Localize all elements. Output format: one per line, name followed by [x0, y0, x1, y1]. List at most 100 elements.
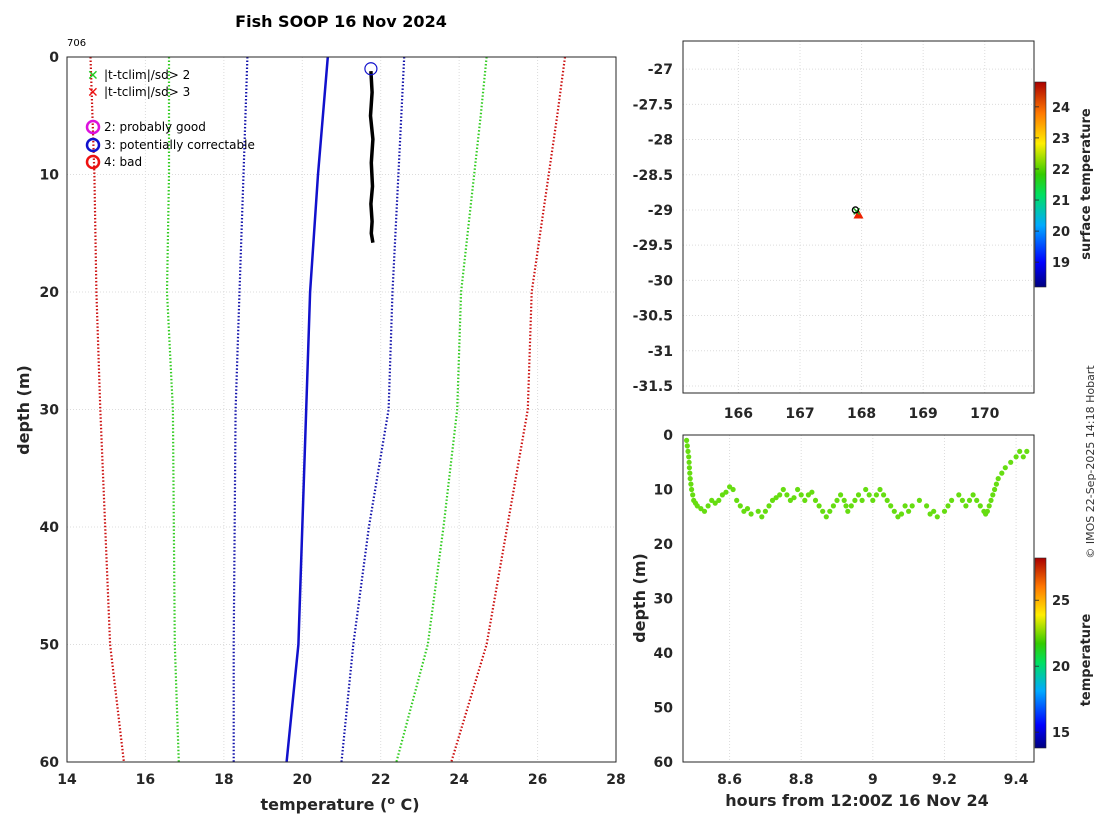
map-colorbar-tick-label: 23	[1052, 132, 1070, 147]
map-y-tick-label: -28	[648, 133, 673, 149]
profile-title: Fish SOOP 16 Nov 2024	[235, 12, 447, 31]
legend-circle-magenta	[85, 119, 101, 135]
timedepth-point	[687, 470, 693, 476]
timedepth-point	[959, 497, 966, 503]
timedepth-point	[686, 465, 693, 471]
timedepth-point	[798, 492, 804, 498]
timedepth-points	[684, 437, 1030, 520]
timedepth-point	[689, 486, 695, 493]
profile-y-tick-label: 40	[40, 520, 60, 536]
profile-y-tick-label: 0	[49, 50, 59, 66]
timedepth-point	[934, 514, 940, 520]
xlabel-part2: C)	[395, 795, 420, 814]
map-y-tick-label: -31.5	[633, 379, 673, 395]
timedepth-point	[927, 511, 933, 517]
map-y-ticks: -27 -27.5 -28 -28.5 -29 -29.5 -30 -30.5 -31 -31.5	[633, 62, 674, 395]
profile-x-tick-label: 28	[606, 772, 625, 788]
profile-line-climatology-mean	[285, 56, 330, 763]
profile-y-axis-label: depth (m)	[14, 365, 33, 455]
profile-x-tick-label: 18	[214, 772, 233, 788]
timedepth-x-tick-label: 9	[868, 772, 878, 788]
temperature-colorbar-label: temperature	[1079, 614, 1094, 707]
timedepth-point	[809, 489, 815, 495]
map-colorbar-tick-label: 21	[1052, 194, 1070, 209]
map-y-tick-label: -29	[648, 203, 673, 219]
timedepth-point	[741, 508, 747, 514]
timedepth-point	[816, 503, 822, 509]
timedepth-point	[744, 506, 751, 512]
profile-y-tick-label: 20	[40, 285, 60, 301]
timedepth-point	[1002, 465, 1008, 471]
timedepth-point	[727, 484, 733, 490]
profile-x-axis-label: temperature (o C)	[260, 794, 419, 814]
profile-x-tick-label: 26	[528, 772, 547, 788]
profile-y-tick-label: 30	[40, 403, 60, 419]
legend-marker-x-red: ✕	[87, 85, 99, 101]
timedepth-point	[1013, 454, 1019, 460]
timedepth-y-tick-label: 0	[663, 428, 673, 444]
timedepth-point	[766, 503, 772, 509]
timedepth-point	[988, 497, 994, 503]
timedepth-point	[780, 486, 786, 493]
timedepth-point	[873, 492, 880, 498]
timedepth-point	[755, 508, 761, 514]
timedepth-point	[759, 514, 765, 520]
timedepth-point	[748, 511, 754, 517]
timedepth-point	[1024, 448, 1030, 454]
profile-y-tick-label: 60	[40, 755, 60, 771]
map-colorbar-tick-label: 22	[1052, 163, 1070, 178]
timedepth-axes-frame	[682, 434, 1035, 763]
timedepth-point	[805, 492, 812, 498]
timedepth-point	[845, 508, 851, 514]
map-axes-frame	[682, 40, 1035, 394]
timedepth-point	[945, 503, 951, 509]
legend-label-3sd: |t-tclim|/sd> 3	[104, 85, 190, 99]
map-x-ticks: 166 167 168 169 170	[724, 406, 1000, 422]
temperature-colorbar-ticks: 15 20 25	[1035, 594, 1070, 741]
timedepth-y-ticks: 0 10 20 30 40 50 60	[654, 428, 674, 771]
map-y-tick-label: -27.5	[633, 97, 673, 113]
map-colorbar-tick-label: 20	[1052, 225, 1070, 240]
timedepth-point	[684, 437, 690, 443]
timedepth-point	[931, 508, 937, 514]
timedepth-point	[705, 503, 711, 509]
timedepth-point	[687, 476, 693, 482]
map-points	[851, 206, 864, 219]
timedepth-point	[924, 503, 930, 509]
timedepth-point	[902, 503, 908, 509]
profile-x-tick-label: 14	[57, 772, 77, 788]
profile-y-tick-label: 10	[40, 168, 60, 184]
legend-label-bad: 4: bad	[104, 155, 142, 169]
timedepth-point	[1017, 448, 1023, 454]
timedepth-point	[881, 492, 887, 498]
timedepth-x-tick-label: 9.2	[932, 772, 957, 788]
map-x-tick-label: 170	[970, 406, 999, 422]
timedepth-point	[898, 511, 905, 517]
imos-credit: © IMOS 22-Sep-2025 14:18 Hobart	[1084, 365, 1097, 559]
profile-x-ticks: 14 16 18 20 22 24 26 28	[57, 772, 625, 788]
profile-line-clim-plus-3sd	[450, 56, 567, 763]
profile-x-tick-label: 20	[293, 772, 313, 788]
timedepth-point	[812, 497, 819, 503]
timedepth-x-ticks: 8.6 8.8 9 9.2 9.4	[717, 772, 1029, 788]
timedepth-point	[916, 497, 923, 503]
timedepth-point	[730, 486, 736, 493]
timedepth-point	[992, 486, 998, 493]
timedepth-point	[970, 492, 976, 498]
timedepth-point	[723, 489, 729, 495]
timedepth-y-tick-label: 10	[654, 483, 674, 499]
profile-axes-frame	[66, 56, 617, 763]
timedepth-point	[684, 443, 690, 449]
timedepth-grid	[729, 435, 1017, 762]
map-y-tick-label: -29.5	[633, 238, 673, 254]
timedepth-point	[895, 514, 901, 520]
timedepth-y-axis-label: depth (m)	[630, 553, 649, 643]
timedepth-point	[820, 508, 826, 514]
timedepth-point	[974, 497, 980, 503]
map-y-tick-label: -30	[648, 273, 674, 289]
map-x-tick-label: 169	[909, 406, 938, 422]
timedepth-point	[787, 497, 794, 503]
profile-y-ticks: 0 10 20 30 40 50 60	[40, 50, 60, 771]
map-colorbar-tick-label: 24	[1052, 101, 1070, 116]
temperature-colorbar-tick-label: 25	[1052, 594, 1070, 609]
